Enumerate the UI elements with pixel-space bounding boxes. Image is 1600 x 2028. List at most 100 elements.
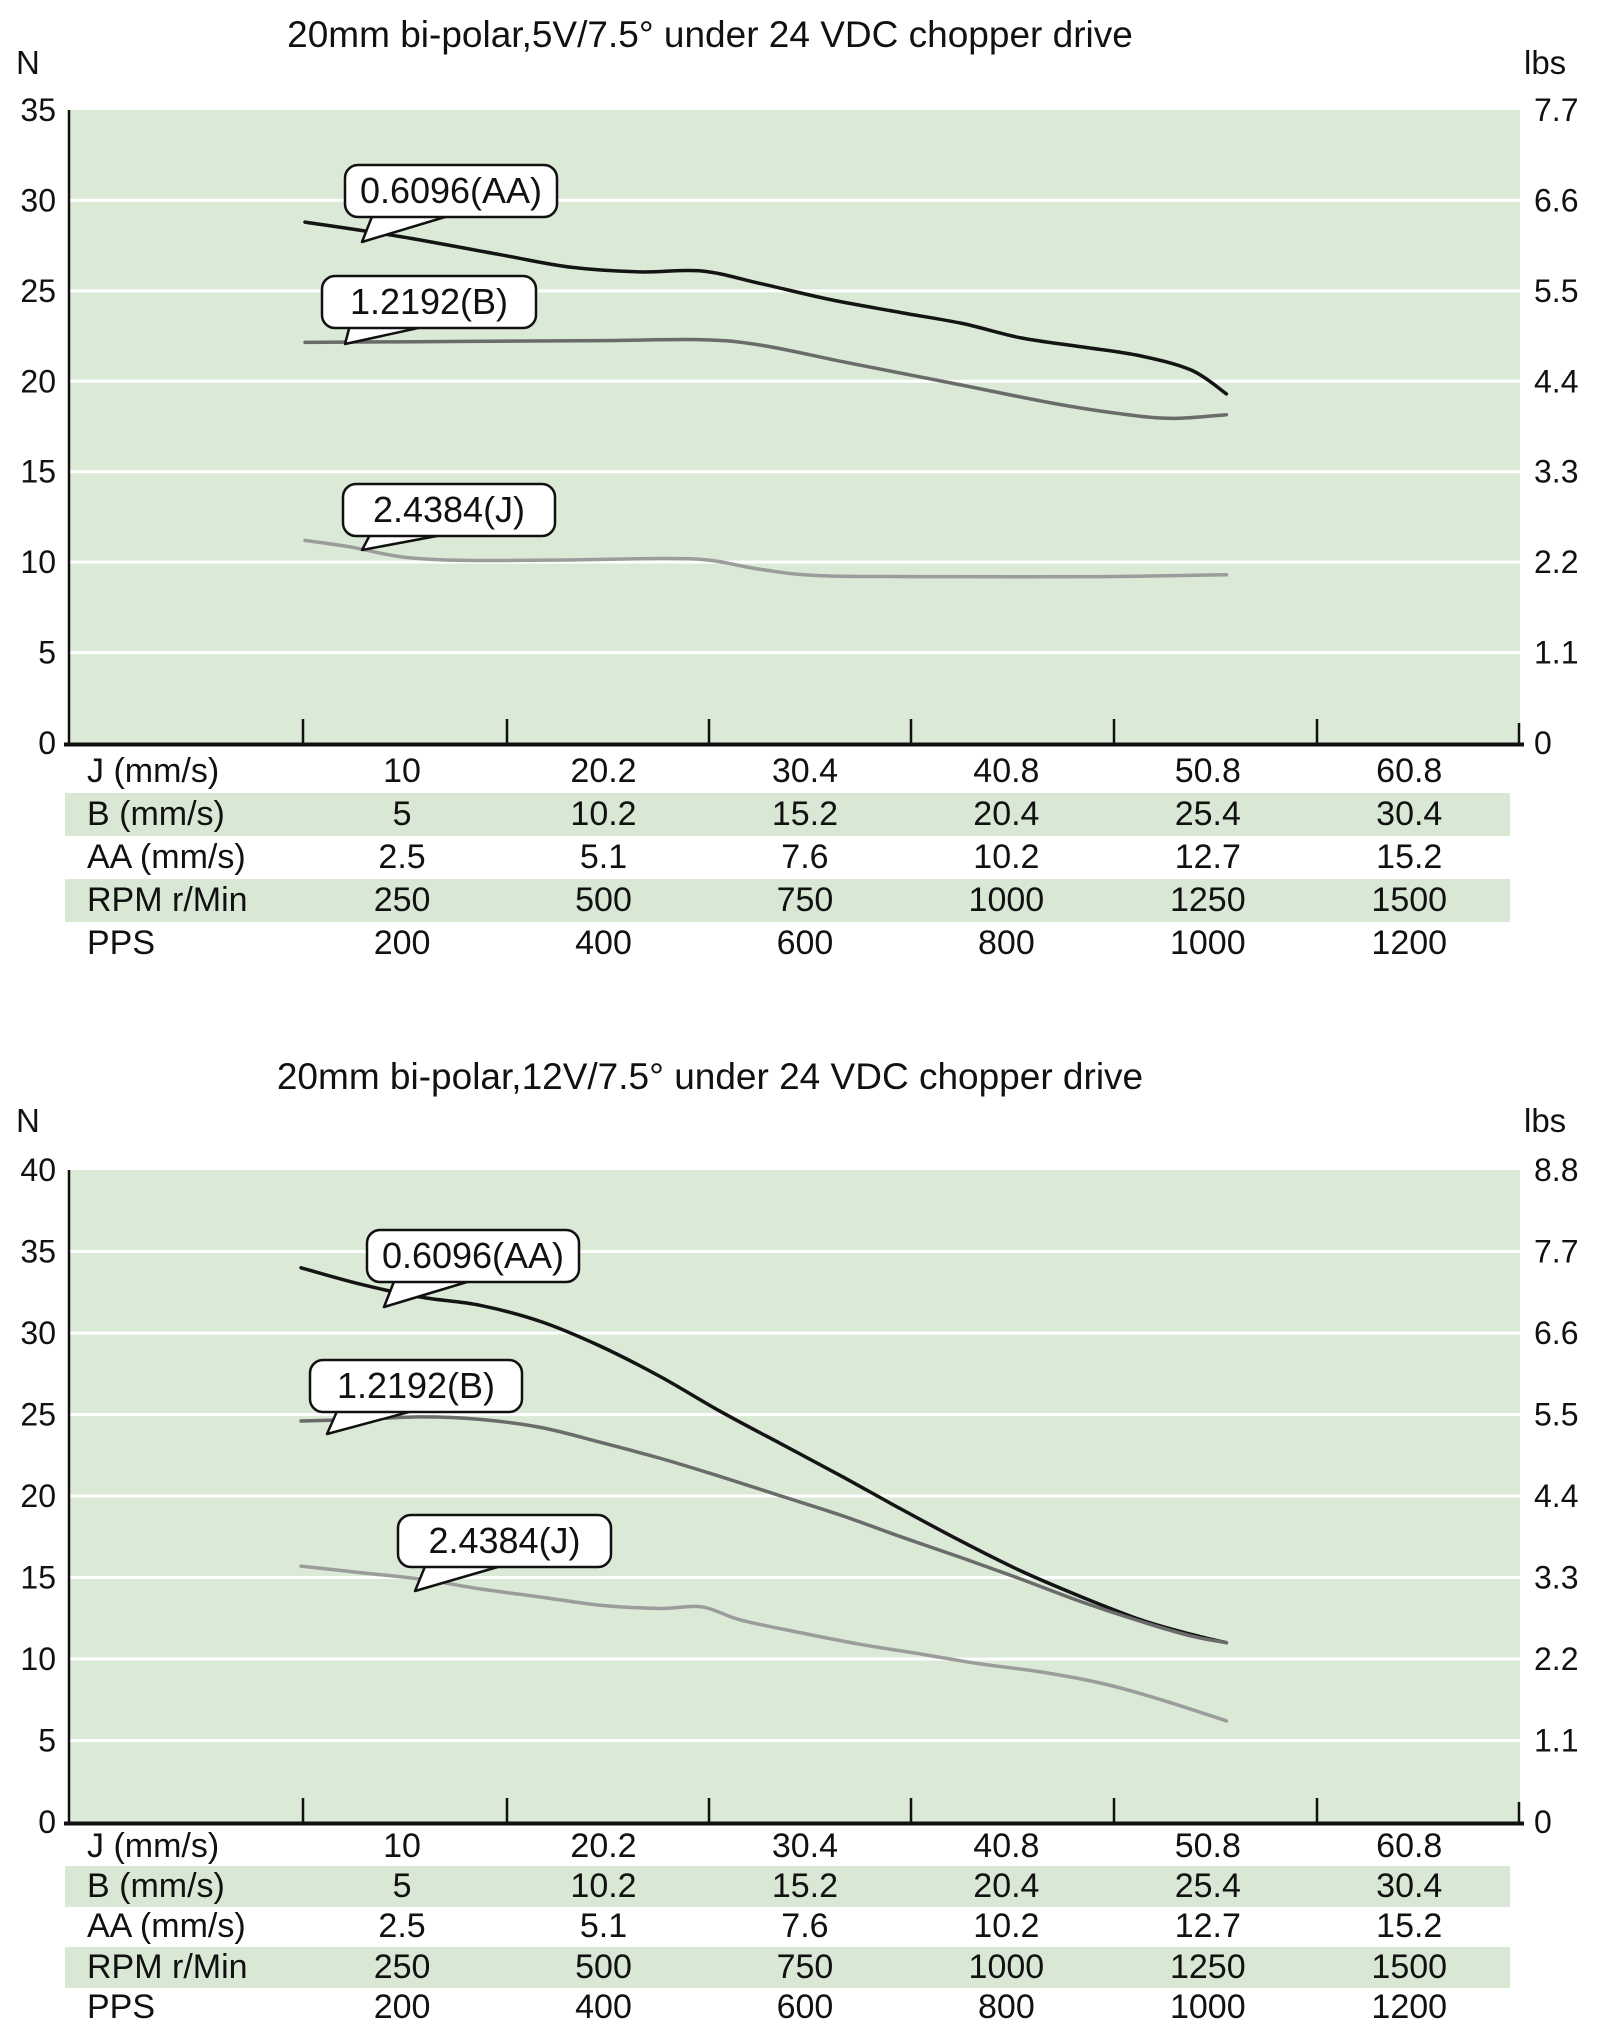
table-row: PPS 200 400 600 800 1000 1200 (65, 1988, 1510, 2028)
table-row-label: J (mm/s) (87, 752, 220, 790)
table-cell: 40.8 (973, 1826, 1040, 1865)
table-cell: 25.4 (1174, 1867, 1241, 1906)
callout-box (365, 1228, 581, 1284)
right-axis-label: 0 (1534, 1804, 1552, 1840)
left-axis-label: 40 (20, 1152, 56, 1188)
left-axis-label: 25 (20, 1397, 56, 1433)
table-cell: 1000 (968, 881, 1045, 919)
chart2-speed-table: J (mm/s) 10 20.2 30.4 40.8 50.8 60.8 B (mm/s) 5 1… (65, 1826, 1510, 2028)
table-cell: 800 (978, 1988, 1035, 2027)
table-row: PPS 200 400 600 800 1000 1200 (65, 922, 1510, 965)
table-cell: 50.8 (1174, 752, 1241, 790)
table-cell: 12.7 (1174, 838, 1241, 876)
right-axis-label: 7.7 (1534, 92, 1578, 128)
table-cell: 20.4 (973, 795, 1040, 833)
table-row-label: AA (mm/s) (87, 838, 246, 876)
table-row: B (mm/s) 5 10.2 15.2 20.4 25.4 30.4 (65, 793, 1510, 836)
callout-box (320, 274, 538, 330)
table-cell: 15.2 (1376, 838, 1443, 876)
right-axis-label: 7.7 (1534, 1234, 1578, 1270)
table-cell: 750 (776, 881, 834, 919)
table-row: B (mm/s) 5 10.2 15.2 20.4 25.4 30.4 (65, 1866, 1510, 1907)
table-cell: 40.8 (973, 752, 1040, 790)
right-axis-label: 1.1 (1534, 1723, 1578, 1759)
table-row-label: B (mm/s) (87, 795, 225, 833)
table-cell: 10 (383, 1826, 421, 1865)
left-axis-label: 10 (20, 544, 56, 580)
table-row-label: J (mm/s) (87, 1826, 220, 1865)
table-cell: 250 (373, 1947, 431, 1986)
left-axis-label: 15 (20, 454, 56, 490)
table-cell: 500 (575, 881, 632, 919)
table-cell: 5 (392, 795, 412, 833)
right-axis-label: 4.4 (1534, 363, 1578, 399)
table-cell: 30.4 (1376, 1867, 1443, 1906)
table-cell: 1250 (1169, 1947, 1246, 1986)
table-cell: 50.8 (1174, 1826, 1241, 1865)
table-cell: 15.2 (771, 795, 839, 833)
chart2-right-axis-unit: lbs (1524, 1102, 1567, 1139)
table-cell: 10.2 (570, 795, 637, 833)
table-row: J (mm/s) 10 20.2 30.4 40.8 50.8 60.8 (65, 1826, 1510, 1866)
table-row-label: PPS (87, 1988, 156, 2027)
table-row-label: RPM r/Min (87, 881, 248, 919)
callout-box (341, 482, 557, 538)
callout-label: 0.6096(AA) (382, 1235, 564, 1276)
table-cell: 200 (373, 924, 431, 962)
left-axis-label: 20 (20, 1478, 56, 1514)
table-cell: 15.2 (771, 1867, 839, 1906)
table-cell: 1250 (1169, 881, 1246, 919)
left-axis-label: 35 (20, 92, 56, 128)
table-cell: 10.2 (973, 1907, 1040, 1946)
table-cell: 800 (978, 924, 1035, 962)
right-axis-label: 0 (1534, 725, 1552, 761)
callout-box (308, 1358, 524, 1414)
table-cell: 1000 (1169, 1988, 1246, 2027)
left-axis-label: 10 (20, 1641, 56, 1677)
table-cell: 500 (575, 1947, 632, 1986)
table-cell: 60.8 (1376, 1826, 1443, 1865)
curve-J (303, 538, 1229, 579)
left-axis-label: 35 (20, 1234, 56, 1270)
left-axis-label: 30 (20, 1315, 56, 1351)
callout-box (343, 163, 559, 219)
left-axis-label: 0 (38, 1804, 56, 1840)
curve-B (299, 1415, 1229, 1645)
right-axis-label: 3.3 (1534, 1560, 1578, 1596)
table-cell: 1200 (1371, 1988, 1448, 2027)
table-cell: 20.2 (570, 752, 637, 790)
right-axis-label: 2.2 (1534, 1641, 1578, 1677)
table-cell: 200 (373, 1988, 431, 2027)
table-cell: 2.5 (378, 838, 426, 876)
chart1-right-axis-unit: lbs (1524, 44, 1567, 81)
curve-B (303, 337, 1229, 421)
table-row-label: B (mm/s) (87, 1867, 225, 1906)
chart2-title: 20mm bi-polar,12V/7.5° under 24 VDC chop… (276, 1056, 1144, 1097)
table-cell: 20.2 (570, 1826, 637, 1865)
table-cell: 5.1 (579, 838, 628, 876)
table-cell: 20.4 (973, 1867, 1040, 1906)
right-axis-label: 3.3 (1534, 454, 1578, 490)
left-axis-label: 20 (20, 363, 56, 399)
right-axis-label: 4.4 (1534, 1478, 1578, 1514)
right-axis-label: 2.2 (1534, 544, 1578, 580)
callout-label: 2.4384(J) (373, 489, 525, 530)
table-cell: 60.8 (1376, 752, 1443, 790)
chart-2: 40 35 30 25 20 15 10 5 0 8.8 7.7 6.6 5.5 4.4 3.3 2.2 1.1… (20, 1152, 1578, 1840)
table-cell: 400 (575, 1988, 632, 2027)
table-cell: 400 (575, 924, 632, 962)
table-cell: 250 (373, 881, 431, 919)
table-cell: 7.6 (781, 838, 829, 876)
callout-label: 1.2192(B) (350, 281, 508, 322)
table-row: AA (mm/s) 2.5 5.1 7.6 10.2 12.7 15.2 (65, 836, 1510, 879)
table-cell: 30.4 (771, 752, 839, 790)
chart1-left-axis-unit: N (16, 44, 40, 81)
table-cell: 750 (776, 1947, 834, 1986)
table-row: RPM r/Min 250 500 750 1000 1250 1500 (65, 879, 1510, 922)
table-cell: 5 (392, 1867, 412, 1906)
table-cell: 25.4 (1174, 795, 1241, 833)
chart1-title: 20mm bi-polar,5V/7.5° under 24 VDC chopp… (287, 14, 1133, 55)
callout-label: 2.4384(J) (428, 1520, 580, 1561)
